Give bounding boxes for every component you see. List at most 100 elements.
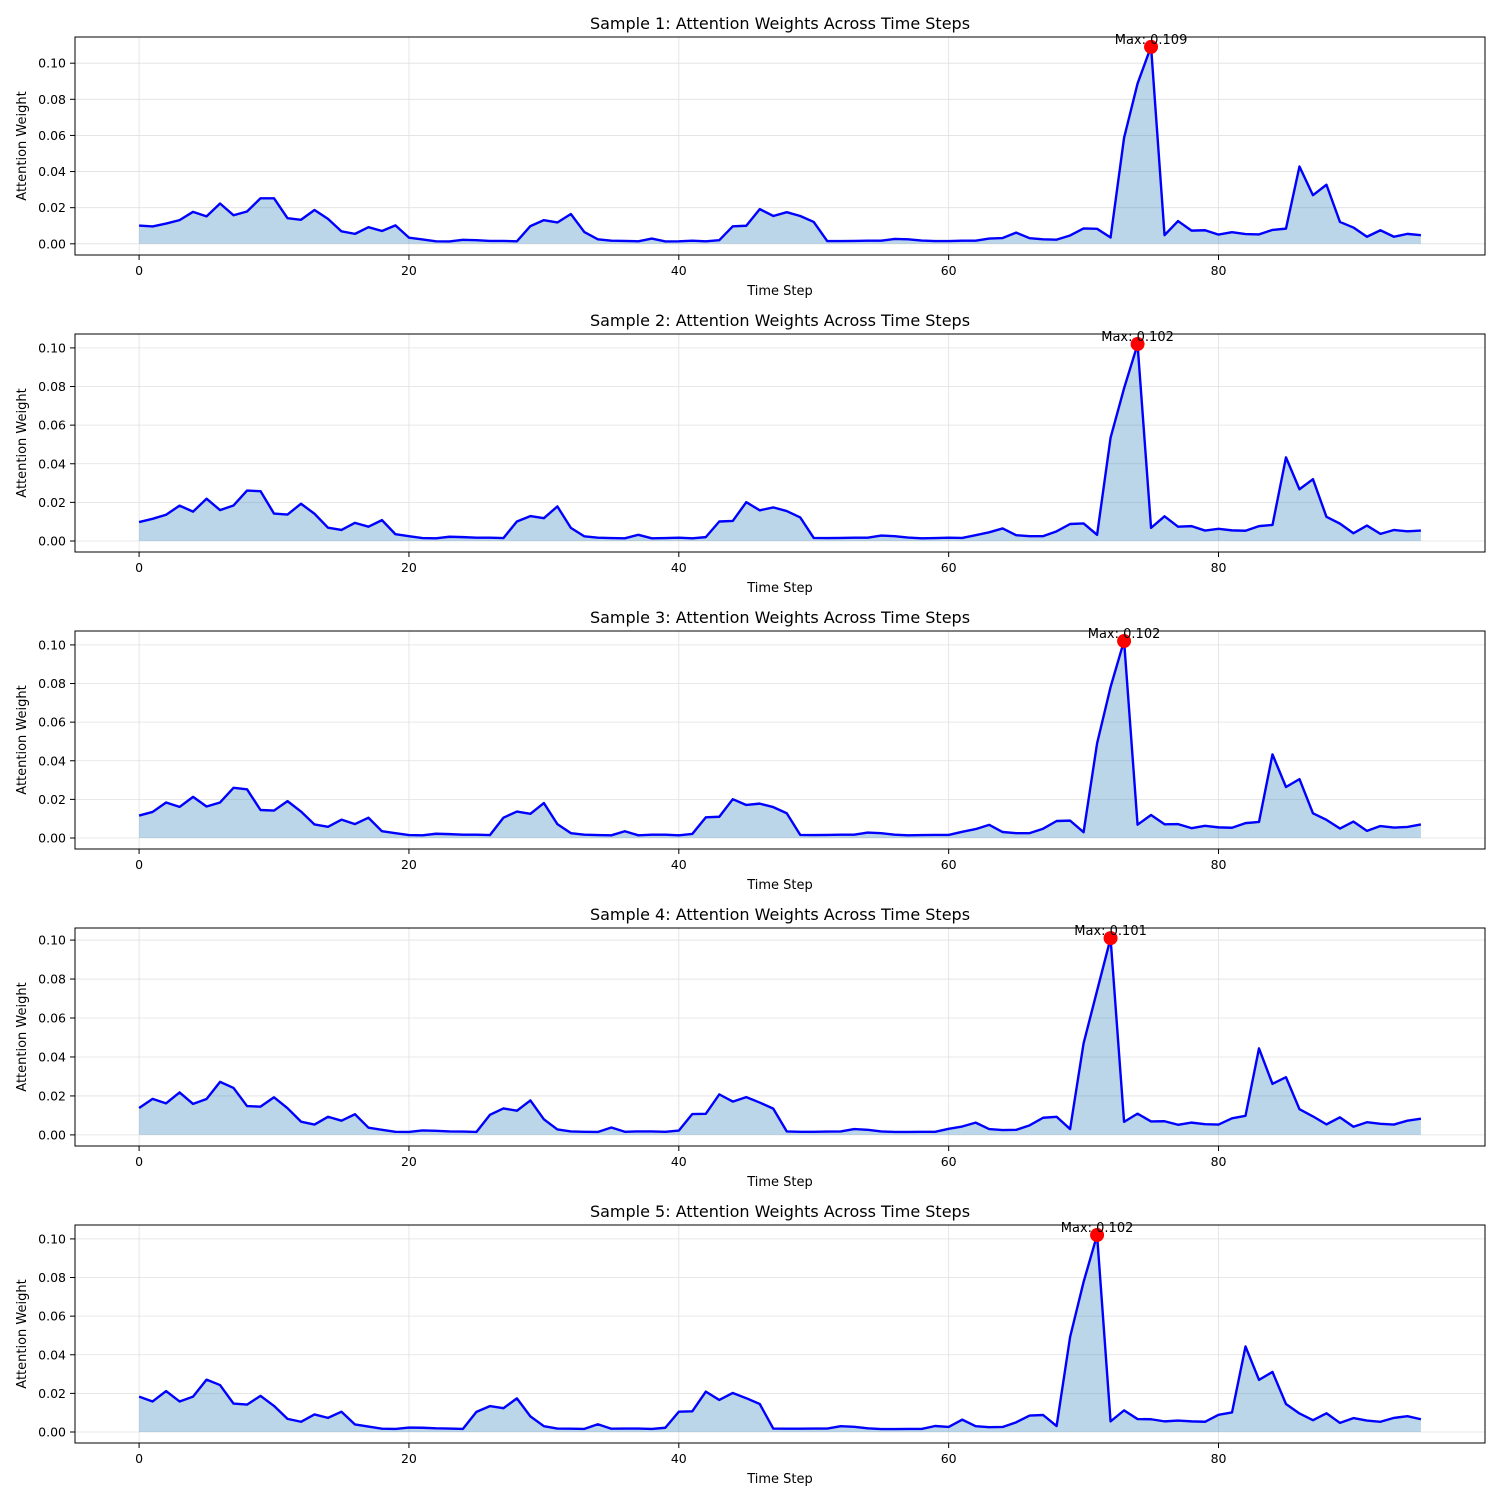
chart-title: Sample 1: Attention Weights Across Time …	[590, 14, 970, 33]
x-tick-label: 60	[941, 857, 957, 872]
attention-line	[139, 45, 1422, 243]
x-tick-label: 80	[1211, 1451, 1227, 1466]
y-tick-label: 0.02	[38, 200, 66, 215]
y-tick-label: 0.00	[38, 236, 66, 251]
y-tick-label: 0.08	[38, 972, 66, 987]
chart-title: Sample 2: Attention Weights Across Time …	[590, 311, 970, 330]
y-tick-label: 0.10	[38, 933, 66, 948]
max-annotation: Max: 0.102	[1088, 627, 1161, 642]
attention-area-fill	[139, 640, 1421, 838]
x-axis-label: Time Step	[746, 1175, 813, 1190]
x-tick-label: 20	[401, 560, 417, 575]
x-tick-label: 20	[401, 1451, 417, 1466]
chart-panel-4: Max: 0.101 0 20 40 60 80 0.00 0.02 0.04 0.06 0.08 0…	[15, 905, 1486, 1190]
max-point-marker	[1090, 1228, 1105, 1243]
y-tick-label: 0.08	[38, 676, 66, 691]
x-tick-label: 80	[1211, 857, 1227, 872]
y-axis-label: Attention Weight	[15, 982, 30, 1091]
y-tick-label: 0.04	[38, 456, 66, 471]
y-tick-label: 0.10	[38, 340, 66, 355]
x-tick-label: 60	[941, 560, 957, 575]
x-tick-label: 0	[135, 1451, 143, 1466]
chart-title: Sample 4: Attention Weights Across Time …	[590, 905, 970, 924]
x-tick-label: 0	[135, 560, 143, 575]
axes-frame	[74, 630, 1486, 850]
x-tick-label: 80	[1211, 560, 1227, 575]
x-tick-label: 60	[941, 1154, 957, 1169]
chart-panel-3: Max: 0.102 0 20 40 60 80 0.00 0.02 0.04 0.06 0.08 0…	[15, 608, 1486, 893]
attention-area-fill	[139, 46, 1421, 244]
x-tick-label: 60	[941, 263, 957, 278]
chart-panel-1: Max: 0.109 0 20 40 60 80 0.00 0.02 0.04 0.06 0.08 0…	[15, 14, 1486, 299]
axes-frame	[74, 36, 1486, 256]
axes-frame	[74, 333, 1486, 553]
max-point-marker	[1117, 634, 1132, 649]
axes-frame	[74, 927, 1486, 1147]
y-axis-label: Attention Weight	[15, 685, 30, 794]
x-tick-label: 40	[671, 1451, 687, 1466]
chart-panel-5: Max: 0.102 0 20 40 60 80 0.00 0.02 0.04 0.06 0.08 0…	[15, 1202, 1486, 1487]
y-tick-label: 0.08	[38, 1270, 66, 1285]
y-tick-label: 0.02	[38, 792, 66, 807]
x-tick-label: 40	[671, 560, 687, 575]
y-tick-label: 0.04	[38, 1347, 66, 1362]
x-tick-label: 40	[671, 1154, 687, 1169]
max-annotation: Max: 0.109	[1115, 33, 1188, 48]
x-axis-label: Time Step	[746, 1472, 813, 1487]
y-tick-label: 0.02	[38, 1088, 66, 1103]
max-point-marker	[1103, 931, 1118, 946]
y-axis-label: Attention Weight	[15, 91, 30, 200]
y-tick-label: 0.04	[38, 1049, 66, 1064]
x-tick-label: 40	[671, 263, 687, 278]
y-axis-label: Attention Weight	[15, 1279, 30, 1388]
chart-title: Sample 5: Attention Weights Across Time …	[590, 1202, 970, 1221]
attention-line	[138, 937, 1422, 1134]
x-axis-label: Time Step	[746, 581, 813, 596]
x-axis-label: Time Step	[746, 284, 813, 299]
x-tick-label: 80	[1211, 263, 1227, 278]
attention-line	[138, 343, 1421, 540]
attention-area-fill	[139, 938, 1421, 1135]
y-tick-label: 0.00	[38, 533, 66, 548]
x-tick-label: 0	[135, 263, 143, 278]
y-tick-label: 0.02	[38, 495, 66, 510]
y-tick-label: 0.06	[38, 715, 66, 730]
axes-frame	[74, 1224, 1486, 1444]
x-tick-label: 0	[135, 1154, 143, 1169]
y-tick-label: 0.06	[38, 1011, 66, 1026]
y-tick-label: 0.08	[38, 92, 66, 107]
chart-title: Sample 3: Attention Weights Across Time …	[590, 608, 970, 627]
y-tick-label: 0.10	[38, 1231, 66, 1246]
max-annotation: Max: 0.102	[1101, 330, 1174, 345]
y-axis-label: Attention Weight	[15, 388, 30, 497]
max-annotation: Max: 0.101	[1074, 924, 1147, 939]
x-tick-label: 40	[671, 857, 687, 872]
y-tick-label: 0.02	[38, 1386, 66, 1401]
y-tick-label: 0.00	[38, 1127, 66, 1142]
x-tick-label: 20	[401, 1154, 417, 1169]
x-axis-label: Time Step	[746, 878, 813, 893]
max-point-marker	[1144, 39, 1159, 54]
y-tick-label: 0.00	[38, 1424, 66, 1439]
y-tick-label: 0.04	[38, 753, 66, 768]
y-tick-label: 0.06	[38, 418, 66, 433]
x-tick-label: 20	[401, 857, 417, 872]
max-point-marker	[1130, 337, 1145, 352]
max-annotation: Max: 0.102	[1061, 1221, 1134, 1236]
y-tick-label: 0.06	[38, 1309, 66, 1324]
x-tick-label: 0	[135, 857, 143, 872]
attention-area-fill	[139, 344, 1421, 541]
x-tick-label: 20	[401, 263, 417, 278]
y-tick-label: 0.10	[38, 637, 66, 652]
y-tick-label: 0.08	[38, 379, 66, 394]
y-tick-label: 0.06	[38, 128, 66, 143]
attention-area-fill	[139, 1235, 1421, 1432]
attention-line	[138, 1233, 1422, 1431]
x-tick-label: 80	[1211, 1154, 1227, 1169]
attention-line	[138, 639, 1422, 837]
chart-panel-2: Max: 0.102 0 20 40 60 80 0.00 0.02 0.04 0.06 0.08 0…	[15, 311, 1486, 596]
y-tick-label: 0.10	[38, 56, 66, 71]
y-tick-label: 0.04	[38, 164, 66, 179]
y-tick-label: 0.00	[38, 830, 66, 845]
